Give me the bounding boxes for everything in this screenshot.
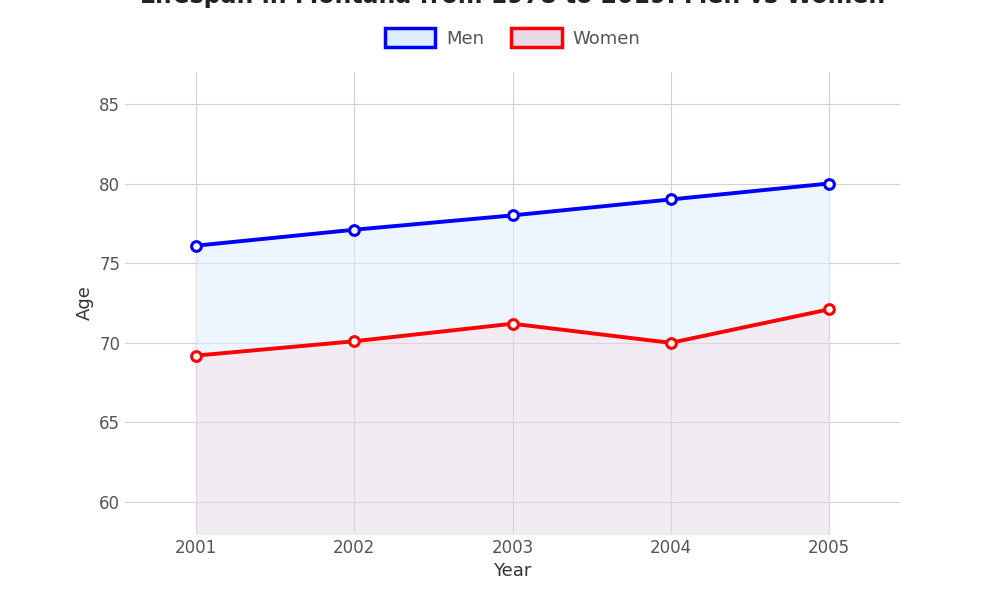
Legend: Men, Women: Men, Women [377,21,648,55]
Title: Lifespan in Montana from 1978 to 2019: Men vs Women: Lifespan in Montana from 1978 to 2019: M… [140,0,885,8]
X-axis label: Year: Year [493,562,532,580]
Y-axis label: Age: Age [76,286,94,320]
